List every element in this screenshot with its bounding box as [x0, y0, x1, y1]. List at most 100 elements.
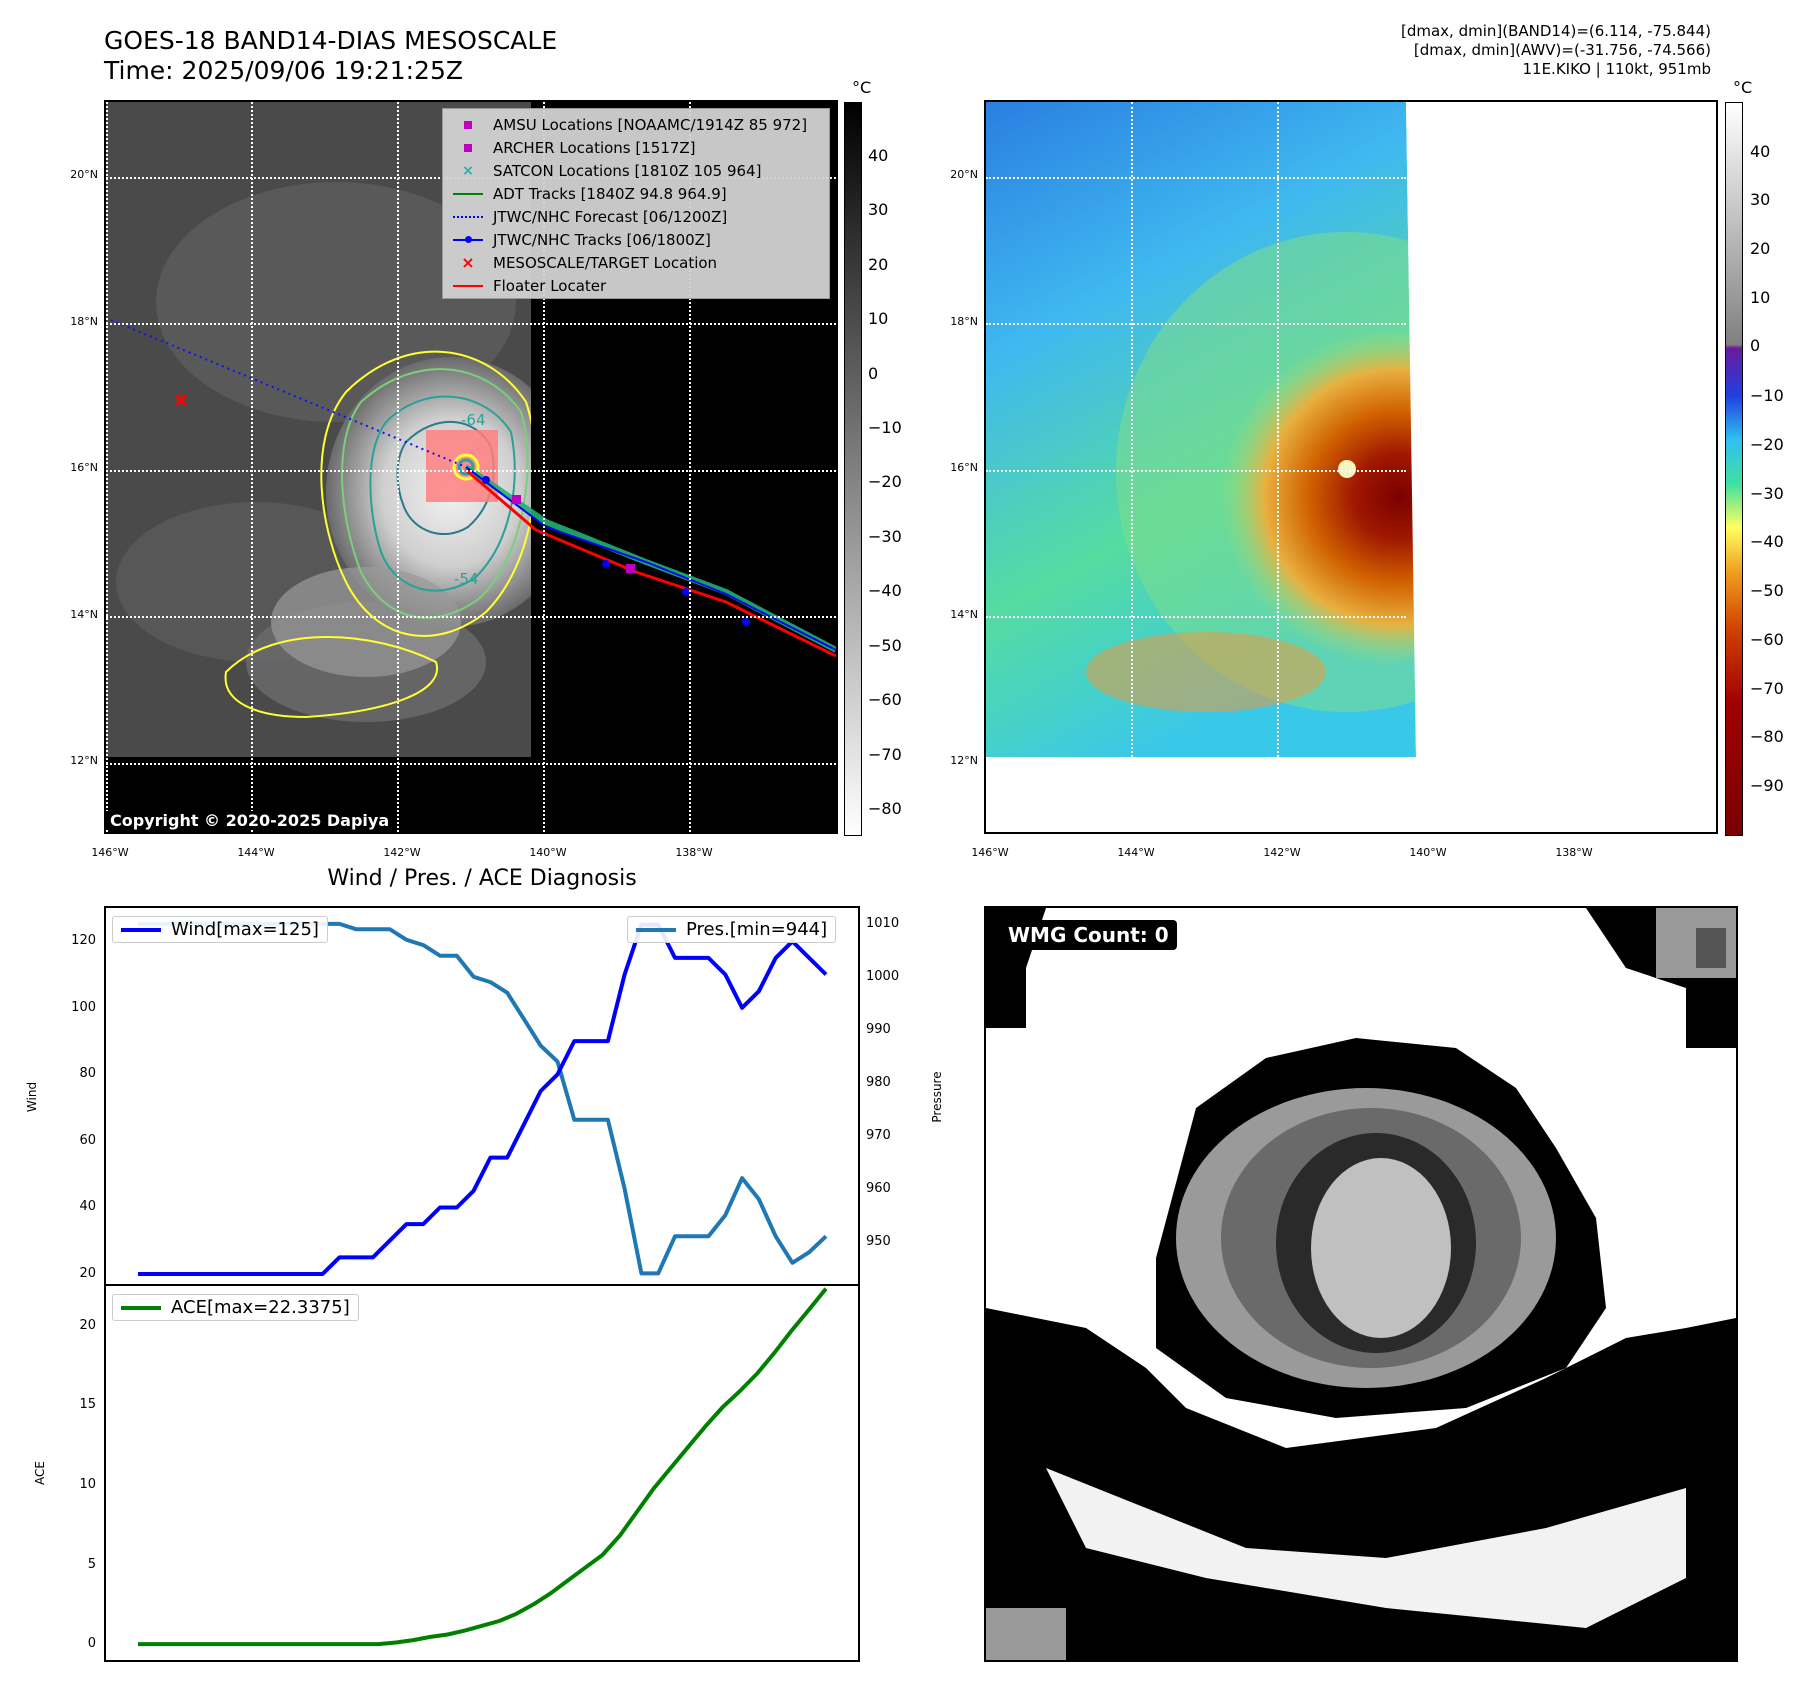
- pressure-tick-label: 960: [866, 1180, 891, 1196]
- gray-tick: −10: [868, 418, 902, 437]
- floater-track: [465, 468, 836, 658]
- lon-label: 146°W: [971, 846, 1009, 859]
- wind-tick-label: 80: [79, 1066, 96, 1082]
- gridline: [986, 470, 1406, 472]
- lat-label: 18°N: [950, 315, 978, 328]
- lat-label: 18°N: [70, 315, 98, 328]
- ace-line: [138, 1287, 828, 1647]
- gray-tick: −70: [868, 745, 902, 764]
- wmg-eye: [1311, 1158, 1451, 1338]
- lon-label: 142°W: [383, 846, 421, 859]
- gridline: [986, 177, 1406, 179]
- legend-item-forecast: JTWC/NHC Forecast [06/1200Z]: [451, 205, 821, 228]
- info-block: [dmax, dmin](BAND14)=(6.114, -75.844) [d…: [1111, 22, 1711, 79]
- ace-tick-label: 0: [87, 1636, 96, 1652]
- color-tick: −30: [1750, 484, 1784, 503]
- gray-tick: 0: [868, 364, 879, 383]
- info-storm: 11E.KIKO | 110kt, 951mb: [1522, 60, 1711, 78]
- color-tick: −60: [1750, 630, 1784, 649]
- color-tick: 30: [1750, 190, 1771, 209]
- pressure-legend: Pres.[min=944]: [627, 916, 837, 943]
- legend-item-adt: ADT Tracks [1840Z 94.8 964.9]: [451, 182, 821, 205]
- gridline: [1131, 102, 1133, 757]
- ace-tick-label: 15: [79, 1397, 96, 1413]
- gray-tick: −60: [868, 690, 902, 709]
- pressure-tick-label: 1010: [866, 915, 900, 931]
- info-awv: [dmax, dmin](AWV)=(-31.756, -74.566): [1413, 41, 1711, 59]
- wind-pressure-chart: [104, 906, 860, 1286]
- gridline: [986, 616, 1406, 618]
- gridline: [689, 102, 691, 832]
- color-tick: −70: [1750, 679, 1784, 698]
- wind-pressure-plot: [138, 921, 828, 1276]
- gridline: [251, 102, 253, 832]
- copyright: Copyright © 2020-2025 Dapiya: [106, 811, 394, 830]
- floater-box: [426, 430, 498, 502]
- amsu-marker: [512, 495, 521, 504]
- lon-label: 144°W: [1117, 846, 1155, 859]
- gridline: [106, 323, 836, 325]
- lat-label: 12°N: [950, 754, 978, 767]
- archer-marker: [626, 564, 635, 573]
- lon-label: 140°W: [529, 846, 567, 859]
- wind-line: [138, 922, 828, 1276]
- gridline: [106, 616, 836, 618]
- gray-colorbar: [844, 102, 862, 836]
- pressure-tick-label: 980: [866, 1074, 891, 1090]
- wind-tick-label: 40: [79, 1199, 96, 1215]
- ace-tick-label: 5: [87, 1556, 96, 1572]
- jtwc-track: [465, 466, 836, 651]
- legend-item-satcon: × SATCON Locations [1810Z 105 964]: [462, 161, 762, 180]
- lat-label: 14°N: [70, 608, 98, 621]
- lat-label: 20°N: [70, 168, 98, 181]
- contour-label-54: -54: [454, 570, 479, 588]
- ace-legend-swatch: [121, 1305, 161, 1310]
- gridline: [106, 470, 836, 472]
- lon-label: 142°W: [1263, 846, 1301, 859]
- gray-tick: −50: [868, 636, 902, 655]
- gridline: [106, 763, 836, 765]
- lon-label: 146°W: [91, 846, 129, 859]
- ace-tick-label: 10: [79, 1476, 96, 1492]
- info-band14: [dmax, dmin](BAND14)=(6.114, -75.844): [1400, 22, 1711, 40]
- gray-tick: 20: [868, 255, 889, 274]
- pressure-tick-label: 950: [866, 1233, 891, 1249]
- lat-label: 20°N: [950, 168, 978, 181]
- gray-tick: 40: [868, 146, 889, 165]
- gray-tick: −20: [868, 472, 902, 491]
- lon-label: 138°W: [1555, 846, 1593, 859]
- color-tick: −20: [1750, 435, 1784, 454]
- lon-label: 138°W: [675, 846, 713, 859]
- wind-tick-label: 20: [79, 1266, 96, 1282]
- ace-legend: ACE[max=22.3375]: [112, 1294, 359, 1321]
- ace-legend-label: ACE[max=22.3375]: [171, 1297, 350, 1318]
- wmg-count-badge: WMG Count: 0: [1000, 920, 1177, 950]
- wmg-panel: WMG Count: 0: [984, 906, 1738, 1662]
- color-tick: −40: [1750, 532, 1784, 551]
- gray-tick: −80: [868, 799, 902, 818]
- gray-colorbar-unit: °C: [852, 78, 872, 97]
- color-tick: 0: [1750, 336, 1761, 355]
- diagnosis-title: Wind / Pres. / ACE Diagnosis: [327, 866, 637, 891]
- gray-tick: 30: [868, 200, 889, 219]
- legend-item-amsu: AMSU Locations [NOAAMC/1914Z 85 972]: [451, 113, 821, 136]
- map-legend: AMSU Locations [NOAAMC/1914Z 85 972] ARC…: [442, 108, 830, 299]
- figure-time: Time: 2025/09/06 19:21:25Z: [104, 56, 463, 85]
- legend-item-floater: Floater Locater: [451, 274, 821, 297]
- color-colorbar: [1725, 102, 1743, 836]
- lat-label: 16°N: [950, 461, 978, 474]
- wind-tick-label: 60: [79, 1132, 96, 1148]
- pressure-legend-swatch: [636, 927, 676, 932]
- color-tick: 10: [1750, 288, 1771, 307]
- pressure-tick-label: 970: [866, 1127, 891, 1143]
- wind-tick-label: 100: [71, 999, 96, 1015]
- contour-label-64: -64: [461, 411, 486, 429]
- pressure-tick-label: 990: [866, 1021, 891, 1037]
- awv-map-panel: [984, 100, 1718, 834]
- lat-label: 14°N: [950, 608, 978, 621]
- color-tick: 40: [1750, 142, 1771, 161]
- pressure-ylabel: Pressure: [930, 1071, 944, 1123]
- ace-ylabel: ACE: [33, 1461, 47, 1485]
- gray-tick: −40: [868, 581, 902, 600]
- wind-legend-swatch: [121, 927, 161, 932]
